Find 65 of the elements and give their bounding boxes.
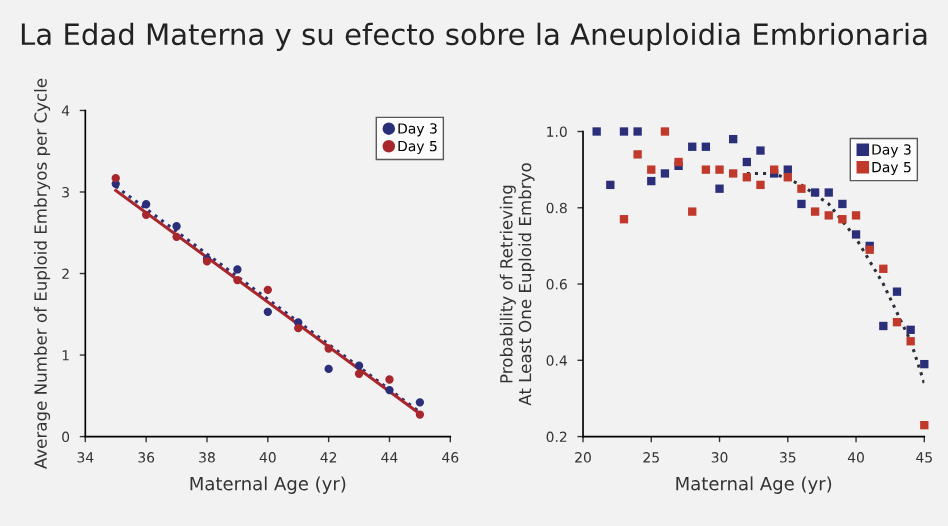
point — [619, 215, 629, 224]
point — [824, 211, 833, 220]
point — [756, 180, 765, 190]
point — [729, 134, 738, 144]
y-axis-title: Probability of Retrieving At Least One Euploid Embryo — [499, 163, 535, 406]
point — [415, 398, 425, 407]
point — [756, 146, 765, 155]
point — [172, 222, 181, 231]
point — [324, 364, 333, 374]
point — [715, 184, 724, 193]
point — [688, 142, 697, 151]
point — [920, 359, 929, 369]
point — [742, 157, 751, 167]
point — [141, 200, 151, 209]
point — [701, 142, 711, 151]
point — [783, 165, 792, 174]
point — [324, 344, 333, 353]
point — [810, 207, 820, 216]
point — [701, 165, 711, 174]
point — [729, 169, 738, 178]
point — [647, 165, 656, 174]
point — [851, 230, 861, 239]
point — [783, 173, 792, 182]
point — [879, 264, 888, 273]
point — [797, 199, 806, 209]
point — [619, 127, 629, 136]
point — [354, 361, 364, 370]
point — [715, 165, 724, 174]
point — [660, 169, 670, 178]
point — [810, 188, 820, 197]
point — [633, 150, 642, 159]
point — [838, 215, 847, 224]
y-axis-title: Average Number of Euploid Embryos per Cycle — [33, 78, 51, 469]
point — [647, 176, 656, 186]
point — [879, 321, 888, 331]
point — [606, 180, 615, 190]
point — [688, 207, 697, 216]
x-axis-title: Maternal Age (yr) — [190, 476, 346, 494]
point — [660, 127, 670, 136]
point — [838, 199, 847, 209]
point — [294, 323, 303, 333]
point — [797, 184, 806, 193]
x-axis-title: Maternal Age (yr) — [676, 476, 832, 494]
point — [233, 275, 242, 285]
chart-title: La Edad Materna y su efecto sobre la Aneuploidia Embrionaria — [21, 22, 927, 51]
point — [633, 127, 642, 136]
point — [263, 307, 272, 317]
point — [892, 318, 902, 327]
point — [906, 325, 915, 334]
point — [111, 173, 120, 183]
point — [592, 127, 601, 136]
point — [742, 173, 751, 182]
point — [233, 265, 242, 274]
point — [824, 188, 833, 197]
point — [415, 410, 425, 419]
point — [851, 211, 861, 220]
point — [385, 375, 394, 384]
point — [385, 385, 394, 395]
point — [354, 369, 364, 378]
point — [141, 210, 151, 219]
point — [892, 287, 902, 296]
point — [920, 420, 929, 430]
point — [172, 232, 181, 241]
point — [906, 337, 915, 346]
point — [263, 285, 272, 294]
